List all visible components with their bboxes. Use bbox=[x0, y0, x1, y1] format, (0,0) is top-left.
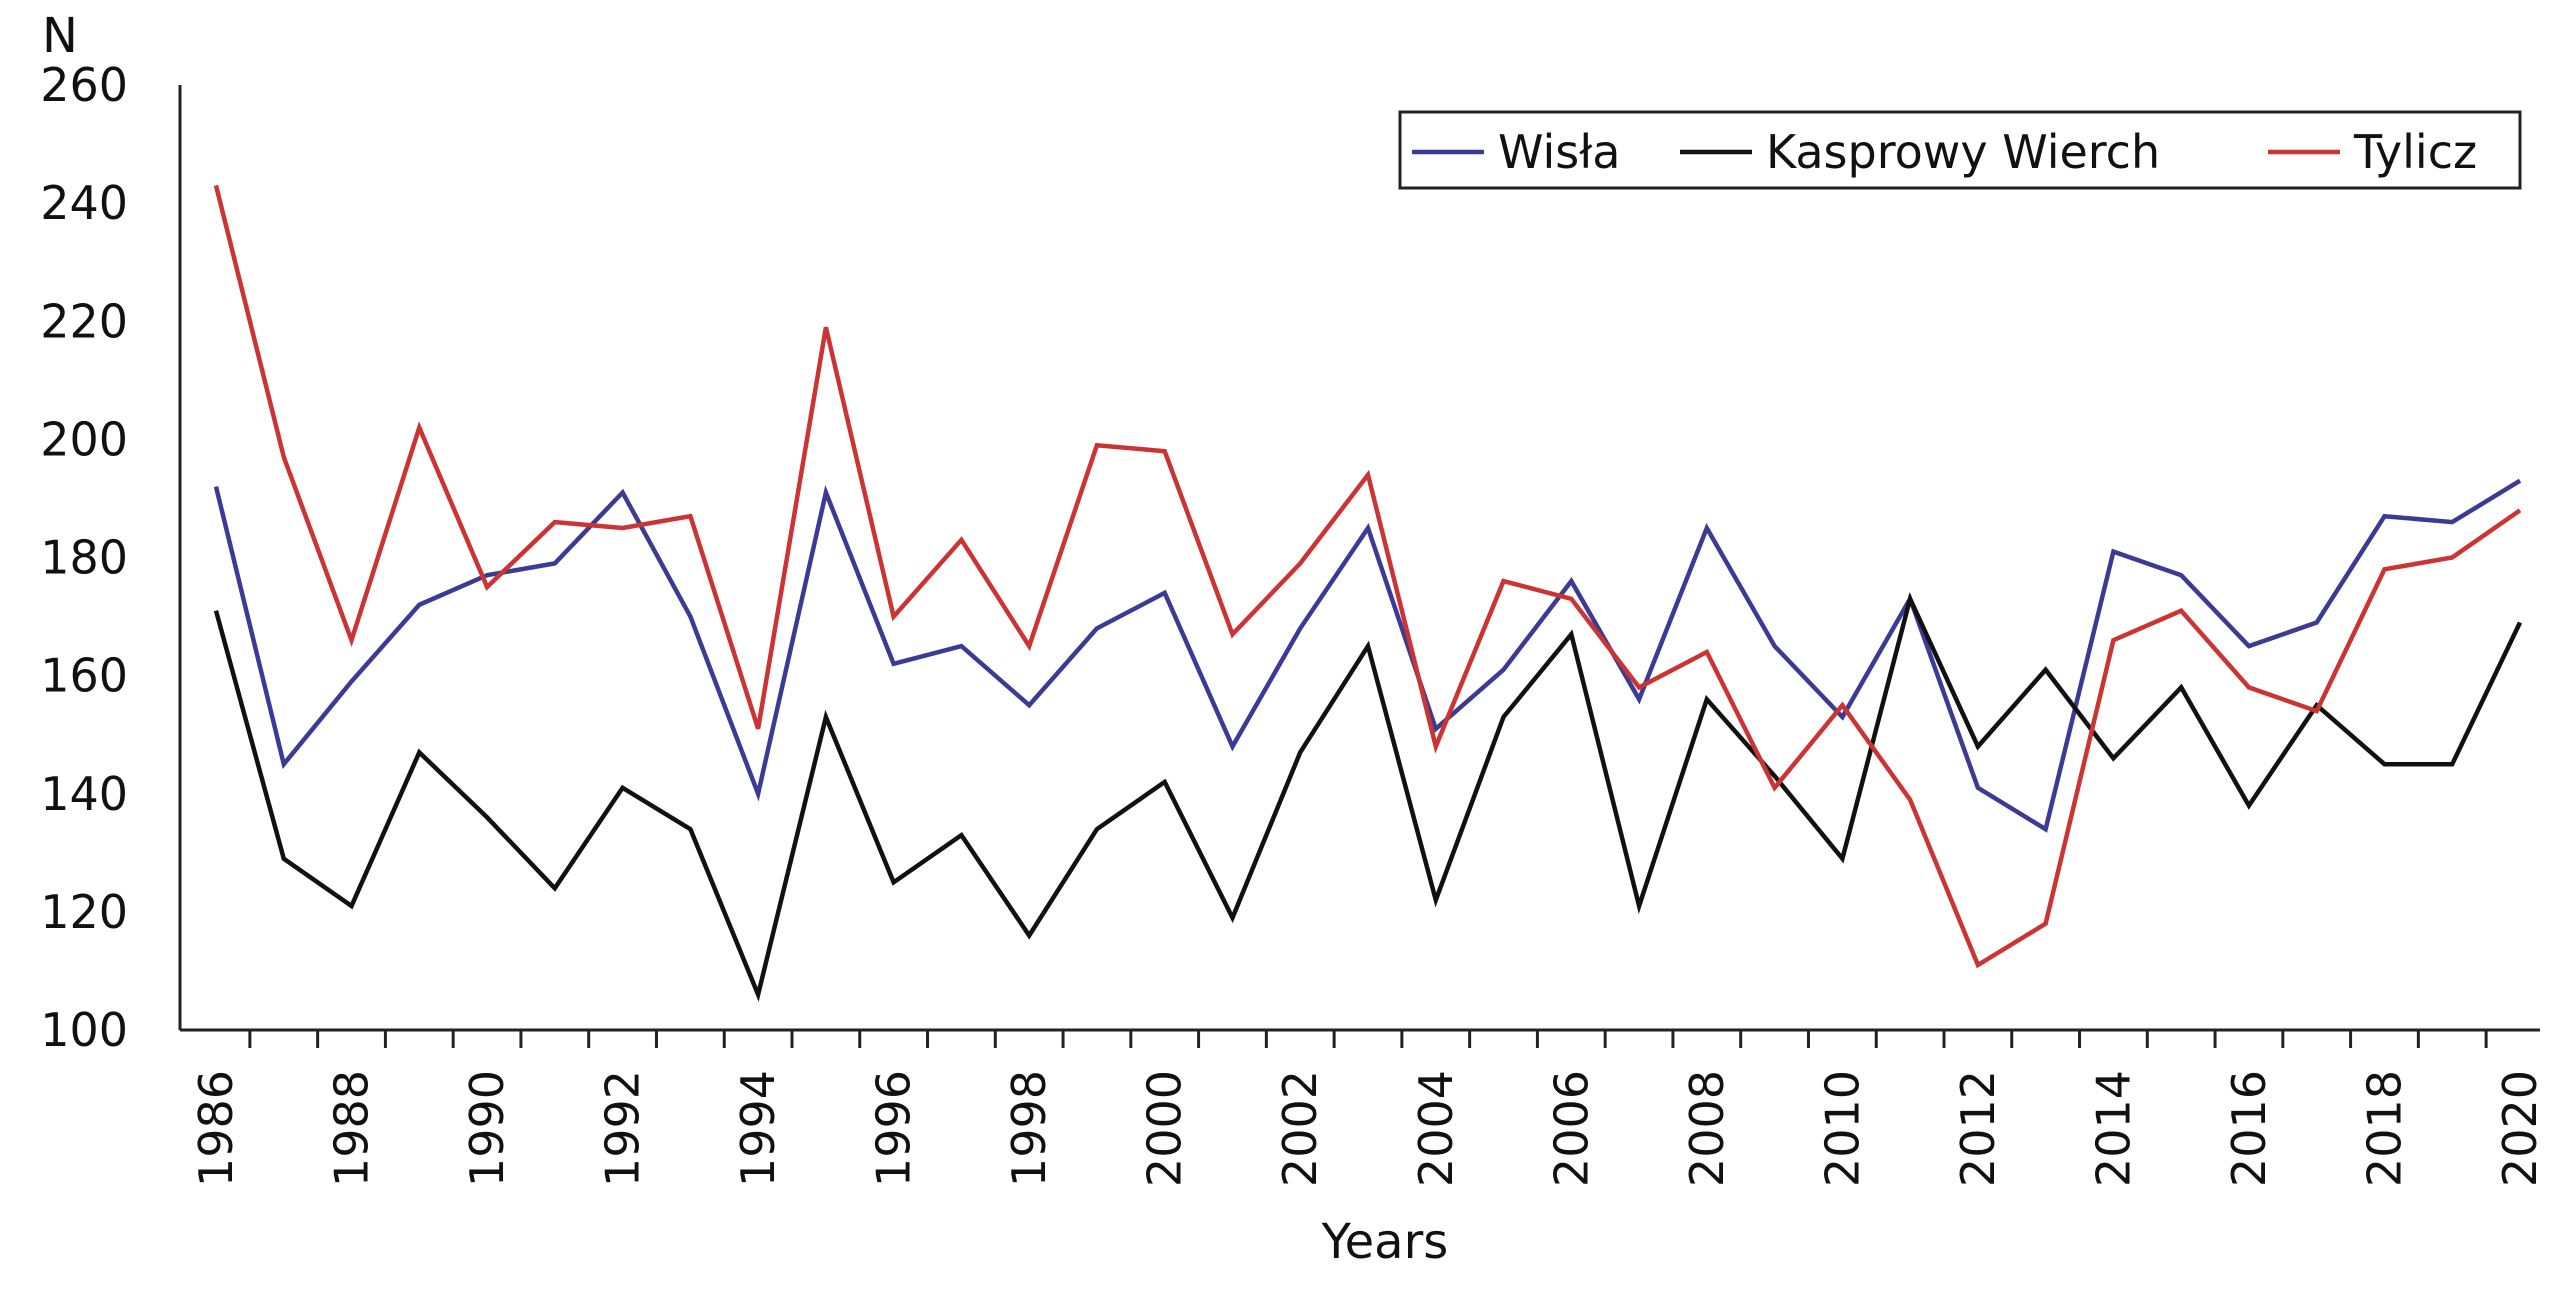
x-tick-label: 2010 bbox=[1815, 1070, 1869, 1187]
series-lines bbox=[213, 184, 2523, 1002]
legend-label-kasprowy-wierch: Kasprowy Wierch bbox=[1766, 125, 2160, 179]
x-tick-label: 2008 bbox=[1680, 1070, 1734, 1187]
x-tick-label: 1994 bbox=[731, 1070, 785, 1187]
series-line-kasprowy-wierch bbox=[213, 592, 2523, 1002]
x-tick-label: 1990 bbox=[460, 1070, 514, 1187]
x-tick-label: 1988 bbox=[325, 1070, 379, 1187]
y-tick-label: 180 bbox=[40, 531, 128, 585]
y-tick-label: 100 bbox=[40, 1003, 128, 1057]
x-tick-label: 2014 bbox=[2086, 1070, 2140, 1187]
y-tick-label: 220 bbox=[40, 294, 128, 348]
y-axis-ticks: 100 120 140 160 180 200 220 240 260 bbox=[40, 58, 128, 1057]
x-tick-label: 2016 bbox=[2222, 1070, 2276, 1187]
x-tick-label: 2000 bbox=[1138, 1070, 1192, 1187]
legend: Wisła Kasprowy Wierch Tylicz bbox=[1398, 110, 2522, 190]
x-tick-label: 2018 bbox=[2357, 1070, 2411, 1187]
x-tick-label: 2002 bbox=[1273, 1070, 1327, 1187]
series-line-wis-a bbox=[213, 478, 2522, 833]
y-tick-label: 200 bbox=[40, 412, 128, 466]
series-line-tylicz bbox=[213, 184, 2522, 969]
legend-label-tylicz: Tylicz bbox=[2353, 125, 2477, 179]
x-axis-title: Years bbox=[1321, 1214, 1449, 1270]
x-tick-label: 1986 bbox=[189, 1070, 243, 1187]
y-tick-label: 160 bbox=[40, 649, 128, 703]
y-tick-label: 140 bbox=[40, 767, 128, 821]
legend-items: Wisła Kasprowy Wierch Tylicz bbox=[1412, 125, 2477, 179]
x-tick-label: 2004 bbox=[1409, 1070, 1463, 1187]
y-tick-label: 240 bbox=[40, 176, 128, 230]
x-tick-label: 1998 bbox=[1002, 1070, 1056, 1187]
y-tick-label: 120 bbox=[40, 885, 128, 939]
legend-label-wis-a: Wisła bbox=[1498, 125, 1620, 179]
x-tick-label: 2020 bbox=[2493, 1070, 2547, 1187]
x-tick-label: 1992 bbox=[596, 1070, 650, 1187]
x-tick-label: 1996 bbox=[867, 1070, 921, 1187]
y-tick-label: 260 bbox=[40, 58, 128, 112]
x-tick-label: 2006 bbox=[1544, 1070, 1598, 1187]
x-tick-label: 2012 bbox=[1951, 1070, 2005, 1187]
y-axis-title: N bbox=[42, 8, 78, 64]
x-axis-ticks: 1986 1988 1990 1992 1994 1996 1998 2000 2002 2004… bbox=[189, 1030, 2547, 1187]
